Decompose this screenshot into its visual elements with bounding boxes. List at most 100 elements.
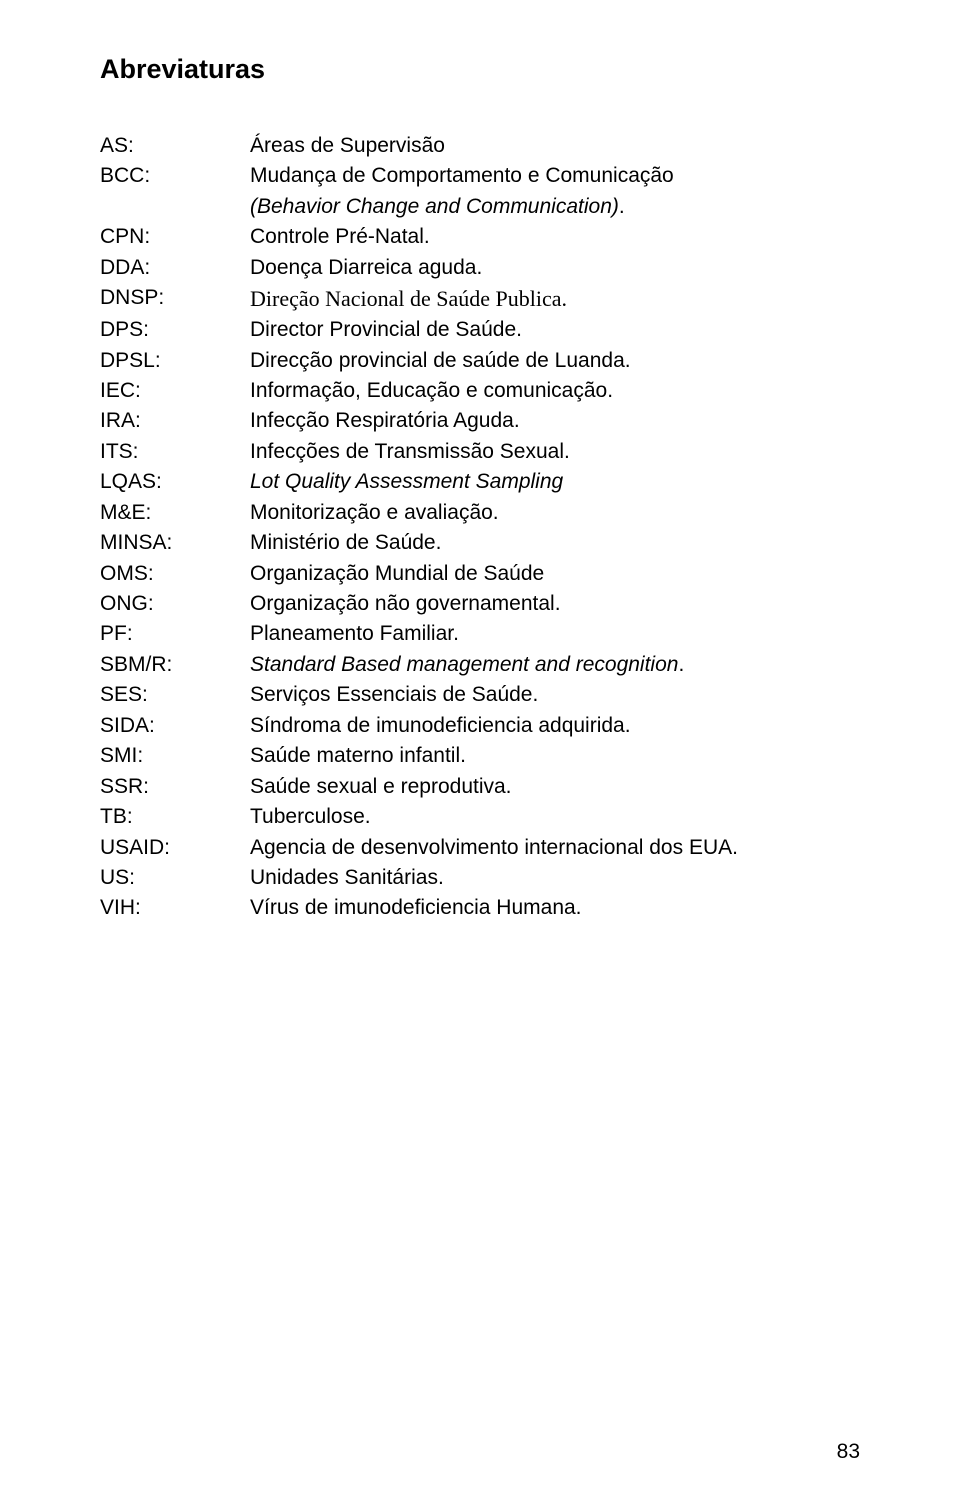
abbrev-key: IEC: [100, 376, 250, 406]
abbrev-key: VIH: [100, 893, 250, 923]
abbrev-value-text: Unidades Sanitárias. [250, 866, 444, 889]
abbrev-value: Direcção provincial de saúde de Luanda. [250, 346, 860, 376]
abbrev-row: SIDA:Síndroma de imunodeficiencia adquir… [100, 711, 860, 741]
abbrev-key: IRA: [100, 406, 250, 436]
abbrev-key: PF: [100, 619, 250, 649]
abbrev-key: DPSL: [100, 346, 250, 376]
abbrev-key: OMS: [100, 559, 250, 589]
abbrev-value-line2-italic: (Behavior Change and Communication) [250, 195, 619, 218]
abbrev-row: ITS:Infecções de Transmissão Sexual. [100, 437, 860, 467]
abbrev-row: PF:Planeamento Familiar. [100, 619, 860, 649]
abbrev-row: USAID:Agencia de desenvolvimento interna… [100, 833, 860, 863]
abbrev-value-text: Controle Pré-Natal. [250, 225, 430, 248]
abbrev-row: SMI:Saúde materno infantil. [100, 741, 860, 771]
abbrev-key: M&E: [100, 498, 250, 528]
abbrev-value-italic: Lot Quality Assessment Sampling [250, 470, 563, 493]
abbrev-value-text: Vírus de imunodeficiencia Humana. [250, 896, 582, 919]
abbrev-value-text: Saúde materno infantil. [250, 744, 466, 767]
abbrev-value-text: Ministério de Saúde. [250, 531, 441, 554]
abbrev-row: MINSA:Ministério de Saúde. [100, 528, 860, 558]
abbrev-value-text: Tuberculose. [250, 805, 371, 828]
abbrev-row: DPSL:Direcção provincial de saúde de Lua… [100, 346, 860, 376]
abbrev-value-text: Informação, Educação e comunicação. [250, 379, 613, 402]
abbrev-value-italic: Standard Based management and recognitio… [250, 653, 678, 676]
abbrev-value-text: Síndroma de imunodeficiencia adquirida. [250, 714, 631, 737]
abbrev-value: Agencia de desenvolvimento internacional… [250, 833, 860, 863]
abbrev-value-line2: (Behavior Change and Communication). [250, 192, 860, 222]
abbreviations-list: AS:Áreas de SupervisãoBCC:Mudança de Com… [100, 131, 860, 924]
abbrev-value: Mudança de Comportamento e Comunicação(B… [250, 161, 860, 222]
abbrev-value: Saúde sexual e reprodutiva. [250, 772, 860, 802]
abbrev-value: Serviços Essenciais de Saúde. [250, 680, 860, 710]
abbrev-row: LQAS:Lot Quality Assessment Sampling [100, 467, 860, 497]
abbrev-value-text: Infecções de Transmissão Sexual. [250, 440, 570, 463]
abbrev-row: SBM/R:Standard Based management and reco… [100, 650, 860, 680]
abbrev-value-text: Planeamento Familiar. [250, 622, 459, 645]
abbrev-value: Controle Pré-Natal. [250, 222, 860, 252]
abbrev-value: Áreas de Supervisão [250, 131, 860, 161]
abbrev-row: SES:Serviços Essenciais de Saúde. [100, 680, 860, 710]
abbrev-value: Doença Diarreica aguda. [250, 253, 860, 283]
page-number: 83 [837, 1440, 860, 1464]
abbrev-row: US:Unidades Sanitárias. [100, 863, 860, 893]
abbrev-row: IEC:Informação, Educação e comunicação. [100, 376, 860, 406]
abbrev-value: Organização não governamental. [250, 589, 860, 619]
page: Abreviaturas AS:Áreas de SupervisãoBCC:M… [0, 0, 960, 1504]
abbrev-value-text: Organização não governamental. [250, 592, 561, 615]
abbrev-key: MINSA: [100, 528, 250, 558]
abbrev-row: AS:Áreas de Supervisão [100, 131, 860, 161]
abbrev-row: DPS:Director Provincial de Saúde. [100, 315, 860, 345]
abbrev-row: OMS:Organização Mundial de Saúde [100, 559, 860, 589]
abbrev-value: Standard Based management and recognitio… [250, 650, 860, 680]
abbrev-key: SBM/R: [100, 650, 250, 680]
abbrev-value-text: Direção Nacional de Saúde Publica. [250, 286, 567, 311]
abbrev-value: Tuberculose. [250, 802, 860, 832]
abbrev-value: Informação, Educação e comunicação. [250, 376, 860, 406]
abbrev-value: Lot Quality Assessment Sampling [250, 467, 860, 497]
abbrev-key: SSR: [100, 772, 250, 802]
abbrev-row: VIH:Vírus de imunodeficiencia Humana. [100, 893, 860, 923]
abbrev-key: ONG: [100, 589, 250, 619]
abbrev-value-text: Doença Diarreica aguda. [250, 256, 482, 279]
abbrev-key: SES: [100, 680, 250, 710]
abbrev-key: DNSP: [100, 283, 250, 315]
abbrev-key: USAID: [100, 833, 250, 863]
abbrev-row: ONG:Organização não governamental. [100, 589, 860, 619]
abbrev-row: BCC:Mudança de Comportamento e Comunicaç… [100, 161, 860, 222]
abbrev-value-line2-suffix: . [619, 195, 625, 218]
abbrev-value-suffix: . [678, 653, 684, 676]
abbrev-value: Infecções de Transmissão Sexual. [250, 437, 860, 467]
abbrev-key: US: [100, 863, 250, 893]
abbrev-value-text: Organização Mundial de Saúde [250, 562, 544, 585]
abbrev-value: Unidades Sanitárias. [250, 863, 860, 893]
abbrev-value: Monitorização e avaliação. [250, 498, 860, 528]
abbrev-key: SIDA: [100, 711, 250, 741]
abbrev-value-text: Monitorização e avaliação. [250, 501, 499, 524]
abbrev-key: TB: [100, 802, 250, 832]
abbrev-key: SMI: [100, 741, 250, 771]
abbrev-key: LQAS: [100, 467, 250, 497]
abbrev-value-text: Serviços Essenciais de Saúde. [250, 683, 538, 706]
abbrev-row: TB:Tuberculose. [100, 802, 860, 832]
abbrev-key: CPN: [100, 222, 250, 252]
abbrev-value: Direção Nacional de Saúde Publica. [250, 283, 860, 315]
abbrev-row: CPN:Controle Pré-Natal. [100, 222, 860, 252]
abbrev-row: DDA:Doença Diarreica aguda. [100, 253, 860, 283]
abbrev-row: M&E:Monitorização e avaliação. [100, 498, 860, 528]
abbrev-value-text: Director Provincial de Saúde. [250, 318, 522, 341]
abbrev-value-text: Áreas de Supervisão [250, 134, 445, 157]
abbrev-value-text: Agencia de desenvolvimento internacional… [250, 836, 738, 859]
abbrev-value-text: Direcção provincial de saúde de Luanda. [250, 349, 631, 372]
abbrev-row: SSR:Saúde sexual e reprodutiva. [100, 772, 860, 802]
abbrev-key: DPS: [100, 315, 250, 345]
abbrev-key: ITS: [100, 437, 250, 467]
abbrev-key: BCC: [100, 161, 250, 222]
abbrev-value: Vírus de imunodeficiencia Humana. [250, 893, 860, 923]
abbrev-value-text: Infecção Respiratória Aguda. [250, 409, 520, 432]
abbrev-value-text: Saúde sexual e reprodutiva. [250, 775, 512, 798]
page-title: Abreviaturas [100, 54, 860, 85]
abbrev-key: DDA: [100, 253, 250, 283]
abbrev-value: Síndroma de imunodeficiencia adquirida. [250, 711, 860, 741]
abbrev-value: Infecção Respiratória Aguda. [250, 406, 860, 436]
abbrev-row: IRA:Infecção Respiratória Aguda. [100, 406, 860, 436]
